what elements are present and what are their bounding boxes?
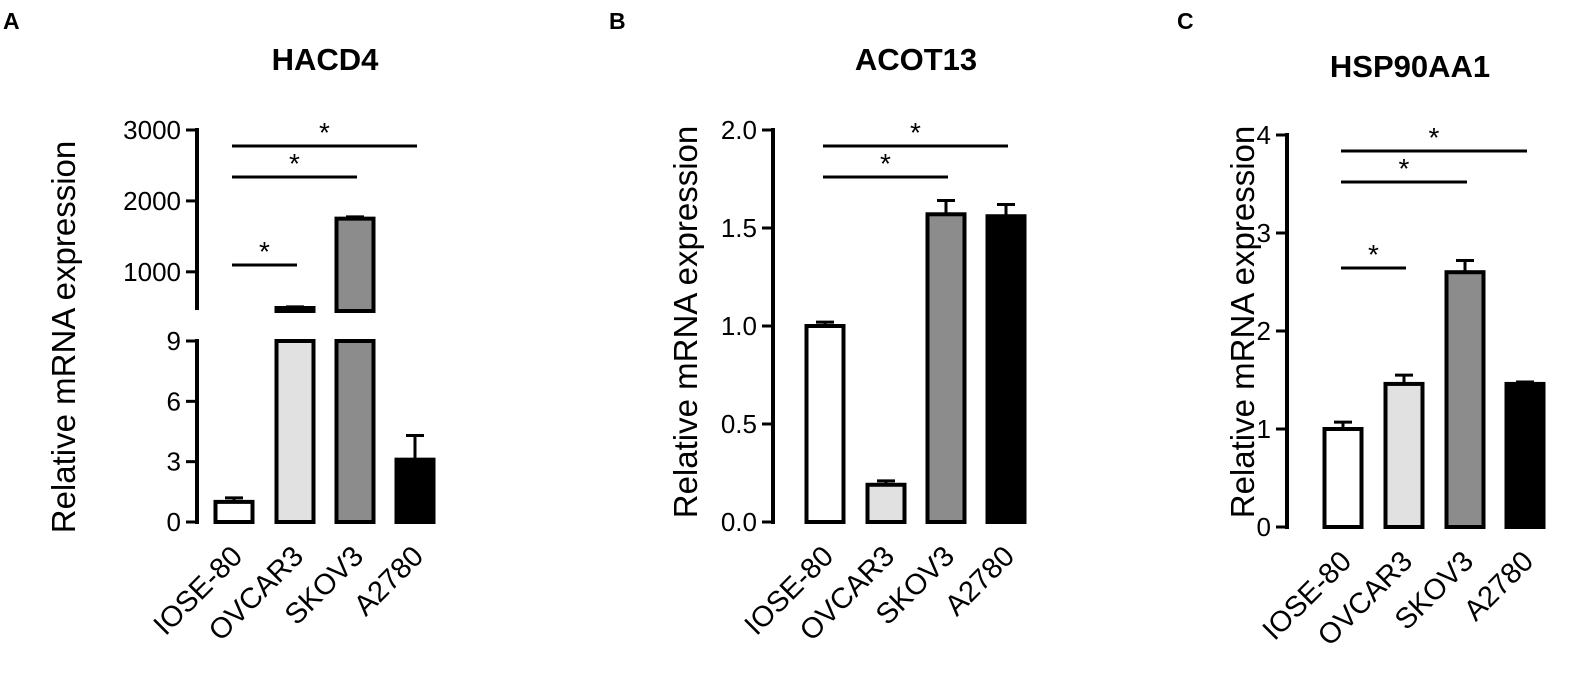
y-tick-label: 2.0 [721,115,757,145]
y-tick-label: 3000 [123,115,181,145]
bar [1322,427,1364,529]
significance-star: * [880,148,891,179]
significance-star: * [319,117,330,148]
significance-star: * [1399,153,1410,184]
bar [804,324,846,524]
bar [925,212,967,524]
panel-letter: C [1177,8,1194,34]
y-tick-label: 1 [1257,414,1271,444]
chart-title: HACD4 [272,42,380,77]
y-tick-label: 9 [167,326,181,356]
bar [1383,381,1425,530]
panel-b: B ACOT13 Relative mRNA expression 0.0 0.5… [609,8,1027,647]
x-tick-label: A2780 [939,540,1021,622]
y-tick-label: 1.5 [721,213,757,243]
bar [865,482,907,525]
y-tick-label: 0 [167,507,181,537]
bar [985,214,1027,525]
y-axis-label: Relative mRNA expression [45,141,82,534]
bar [394,457,436,524]
y-axis-label: Relative mRNA expression [1224,126,1261,519]
y-tick-label: 0 [1257,512,1271,542]
chart-title: HSP90AA1 [1330,49,1490,84]
plot-area: 0369100020003000IOSE-80OVCAR3SKOV3A2780*… [123,115,436,647]
y-tick-label: 0.0 [721,507,757,537]
y-tick-label: 4 [1257,120,1271,150]
y-axis-label: Relative mRNA expression [667,126,704,519]
bar [1444,270,1486,530]
y-tick-label: 3 [1257,218,1271,248]
x-tick-label: A2780 [1458,545,1540,627]
significance-star: * [289,148,300,179]
significance-star: * [910,117,921,148]
y-tick-label: 3 [167,447,181,477]
y-tick-label: 2000 [123,186,181,216]
y-tick-label: 1.0 [721,311,757,341]
panel-letter: B [609,8,626,34]
y-tick-label: 6 [167,386,181,416]
bar [213,499,255,524]
significance-star: * [1368,239,1379,270]
significance-star: * [1429,122,1440,153]
bar [1504,381,1546,530]
y-tick-label: 1000 [123,257,181,287]
panel-a: A HACD4 Relative mRNA expression 0 3 6 9 100… [3,8,436,647]
panel-c: C HSP90AA1 Relative mRNA expression 0 1 2 3… [1177,8,1546,652]
panel-letter: A [3,8,20,34]
significance-star: * [259,236,270,267]
y-tick-label: 2 [1257,316,1271,346]
y-tick-label: 0.5 [721,409,757,439]
x-tick-label: A2780 [348,540,430,622]
bar-upper [334,216,376,313]
bar [334,339,376,524]
bar [274,339,316,524]
chart-title: ACOT13 [855,42,977,77]
bar-upper [274,306,316,313]
